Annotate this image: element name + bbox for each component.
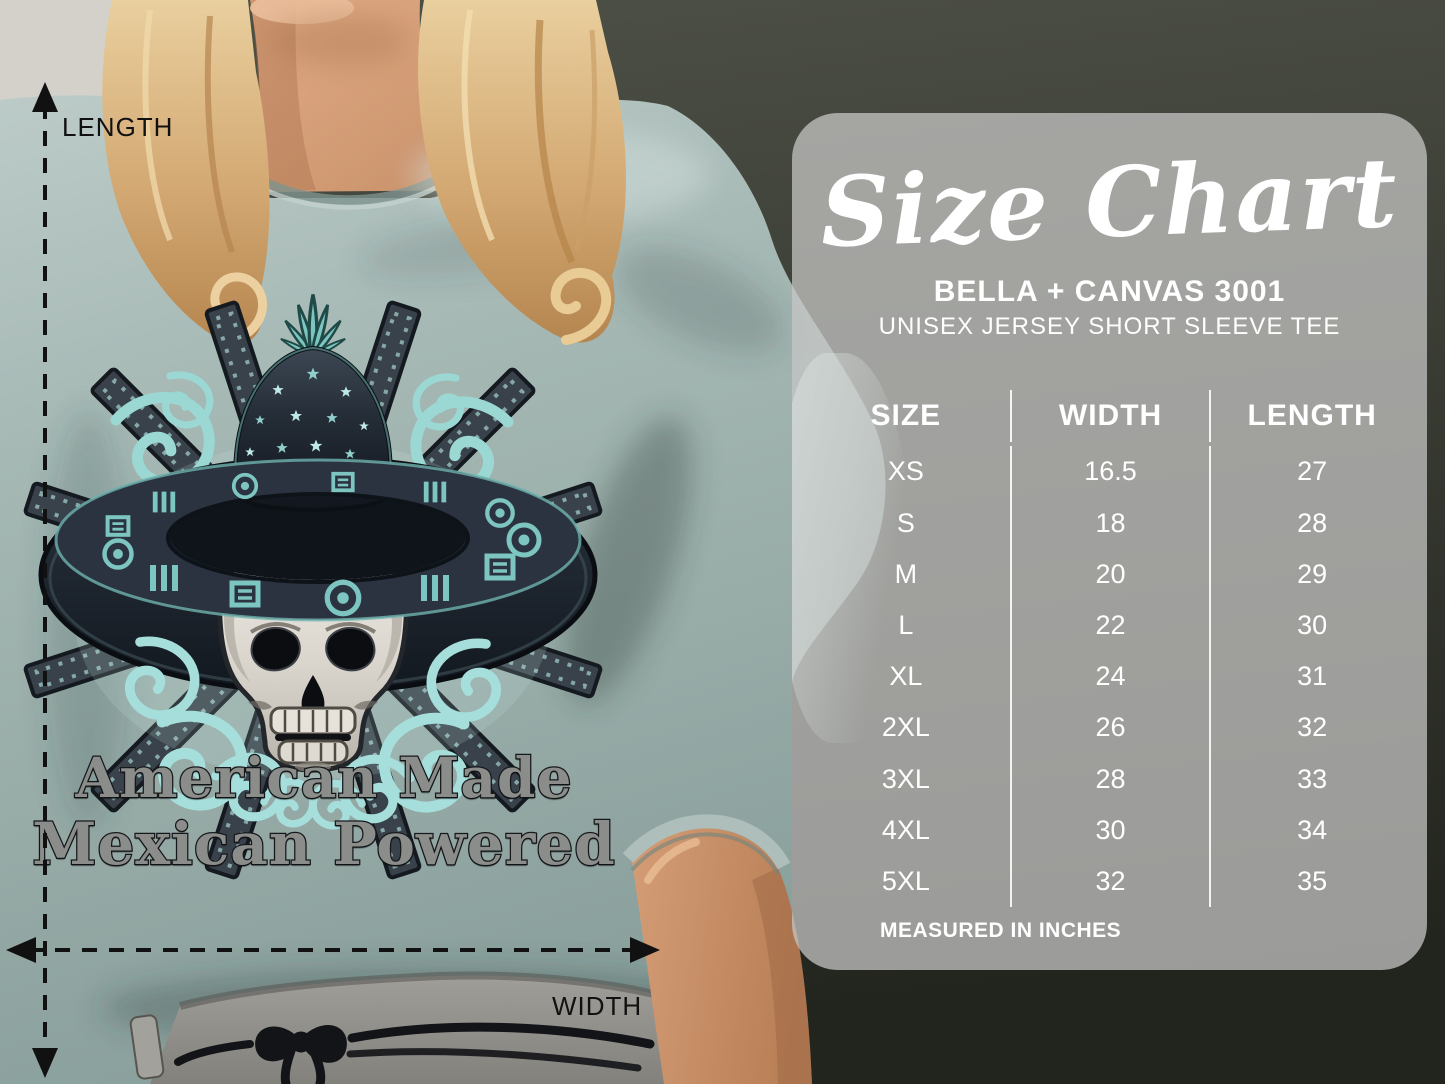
width-cell: 24 — [1009, 651, 1212, 703]
width-arrow-left-icon — [6, 937, 36, 963]
belt-loop — [129, 1014, 165, 1080]
width-arrow-right-icon — [630, 937, 660, 963]
size-cell: M — [894, 558, 918, 589]
length-dashed-line — [43, 104, 47, 1054]
table-row: M 20 29 — [802, 548, 1413, 600]
length-cell: 33 — [1297, 763, 1328, 794]
shirt-slogan: American Made Mexican Powered — [28, 745, 620, 878]
length-cell: 34 — [1297, 814, 1328, 845]
table-row: 5XL 32 35 — [802, 855, 1413, 908]
eye-socket-right — [325, 627, 376, 672]
sleeve-hem — [622, 814, 791, 870]
length-cell: 32 — [1297, 712, 1328, 743]
skull-sombrero-graphic — [22, 294, 604, 881]
length-cell: 28 — [1297, 507, 1328, 538]
table-row: S 18 28 — [802, 497, 1413, 549]
under-hat-shadow — [170, 492, 466, 580]
length-arrow-up-icon — [32, 82, 58, 112]
size-cell: 4XL — [881, 814, 930, 845]
width-cell: 26 — [1009, 702, 1212, 754]
table-row: XS 16.5 27 — [802, 446, 1413, 498]
size-cell: 2XL — [881, 712, 930, 743]
size-chart-panel: Size Chart BELLA + CANVAS 3001 UNISEX JE… — [792, 113, 1427, 970]
width-cell: 18 — [1009, 497, 1212, 549]
width-dashed-line — [28, 948, 636, 952]
wall — [0, 0, 128, 106]
width-cell: 22 — [1009, 599, 1212, 652]
table-header-row: SIZE WIDTH LENGTH — [802, 390, 1413, 443]
width-cell: 28 — [1009, 753, 1212, 805]
size-cell: XS — [887, 456, 924, 487]
length-cell: 29 — [1297, 558, 1328, 589]
size-table-body: XS 16.5 27 S 18 28 M 20 29 L 22 30 XL 24 31 2XL 26 32 3XL 2… — [802, 446, 1413, 908]
units-footnote: MEASURED IN INCHES — [880, 919, 1122, 943]
length-cell: 31 — [1297, 661, 1328, 692]
header-size: SIZE — [870, 399, 942, 433]
width-label: WIDTH — [552, 991, 643, 1021]
length-label: LENGTH — [62, 112, 174, 142]
size-cell: XL — [889, 661, 923, 692]
size-cell: 5XL — [881, 865, 930, 896]
table-row: L 22 30 — [802, 599, 1413, 652]
length-arrow-down-icon — [32, 1048, 58, 1078]
table-row: XL 24 31 — [802, 651, 1413, 703]
size-cell: 3XL — [881, 763, 930, 794]
aztec-hat-band — [54, 458, 582, 622]
table-row: 3XL 28 33 — [802, 753, 1413, 805]
table-row: 2XL 26 32 — [802, 702, 1413, 754]
product-line: UNISEX JERSEY SHORT SLEEVE TEE — [878, 313, 1341, 340]
width-cell: 32 — [1009, 855, 1212, 908]
length-cell: 27 — [1297, 456, 1328, 487]
width-cell: 30 — [1009, 804, 1212, 856]
width-cell: 16.5 — [1009, 446, 1212, 498]
slogan-line-1: American Made — [74, 745, 573, 810]
size-cell: L — [898, 610, 914, 641]
header-length: LENGTH — [1247, 399, 1377, 433]
table-row: 4XL 30 34 — [802, 804, 1413, 856]
teeth — [269, 706, 357, 765]
eye-socket-left — [250, 627, 301, 672]
drawstring — [174, 1022, 655, 1084]
size-table: SIZE WIDTH LENGTH XS 16.5 27 S 18 28 M 20 29 L 22 3… — [802, 390, 1413, 908]
length-cell: 35 — [1297, 865, 1328, 896]
nasal-cavity — [301, 675, 325, 716]
header-width: WIDTH — [1009, 390, 1212, 443]
slogan-line-2: Mexican Powered — [31, 810, 616, 878]
size-cell: S — [896, 507, 915, 538]
brand-line: BELLA + CANVAS 3001 — [933, 275, 1286, 308]
length-cell: 30 — [1297, 610, 1328, 641]
width-cell: 20 — [1009, 548, 1212, 600]
panel-title: Size Chart — [818, 135, 1401, 270]
model-arm — [622, 814, 812, 1084]
